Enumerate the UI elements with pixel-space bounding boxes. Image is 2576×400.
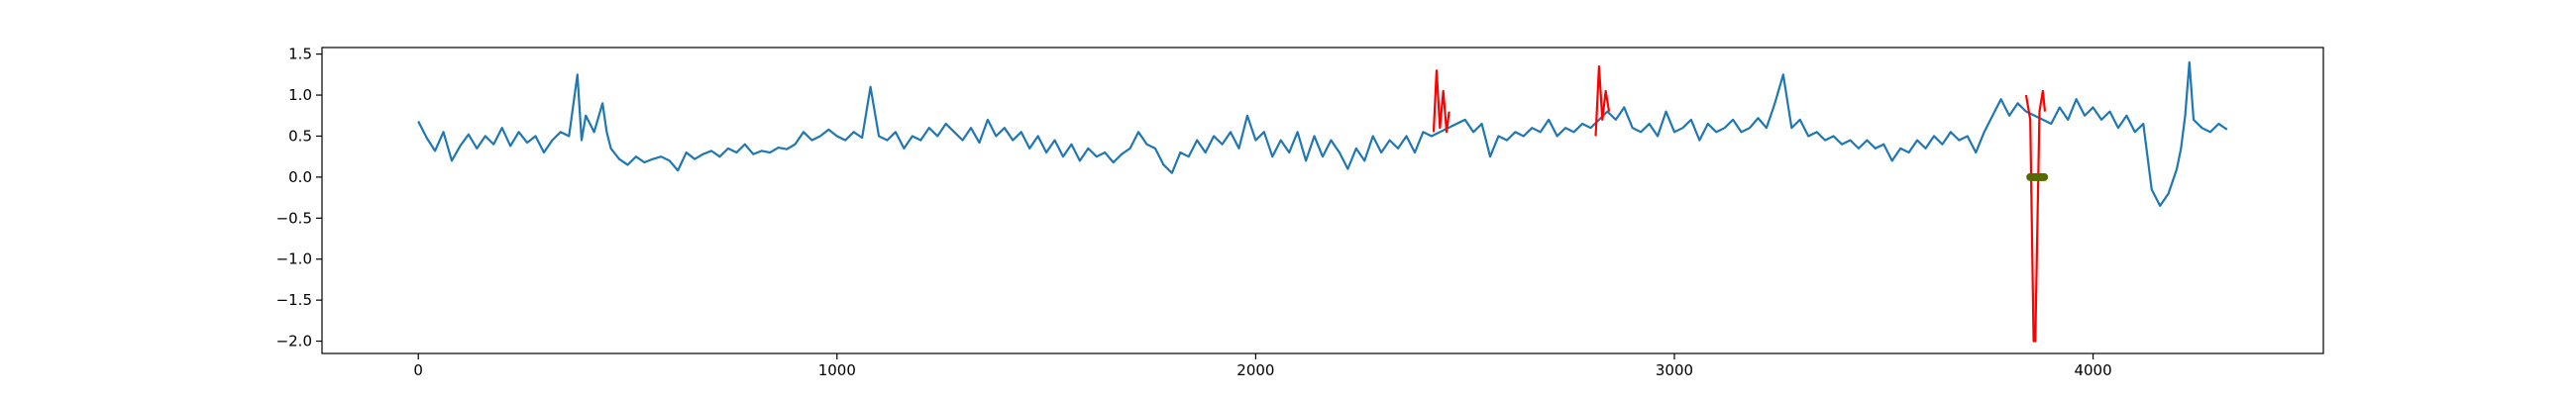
marker-point-detected-11: [2040, 172, 2049, 181]
y-tick-label-3: 0.0: [288, 168, 312, 186]
y-tick-label-4: −0.5: [276, 209, 312, 227]
y-tick-label-6: −1.5: [276, 291, 312, 309]
y-tick-label-1: 1.0: [288, 86, 312, 104]
y-tick-label-2: 0.5: [288, 127, 312, 145]
plot-background: [322, 48, 2323, 353]
plot-frame: [321, 47, 2324, 354]
x-tick-label-3: 3000: [1656, 361, 1693, 379]
x-tick-label-1: 1000: [818, 361, 856, 379]
series-line-signal-0: [417, 60, 2228, 207]
marker-layer: [2026, 172, 2049, 181]
x-tick-label-0: 0: [413, 361, 423, 379]
y-tick-label-0: 1.5: [288, 46, 312, 63]
y-tick-label-5: −1.0: [276, 250, 312, 268]
y-tick-label-7: −2.0: [276, 333, 312, 350]
series-layer: [417, 60, 2228, 343]
x-tick-label-2: 2000: [1236, 361, 1274, 379]
axis-layer: 0 1000 2000 3000 4000 1.5 1.0 0.5 0.0 −0.5 −1.0 −1.…: [276, 46, 2112, 379]
x-tick-label-4: 4000: [2074, 361, 2111, 379]
series-line-anomaly-3: [2024, 89, 2047, 343]
series-line-anomaly-2: [1594, 64, 1611, 137]
series-line-anomaly-1: [1432, 69, 1450, 134]
